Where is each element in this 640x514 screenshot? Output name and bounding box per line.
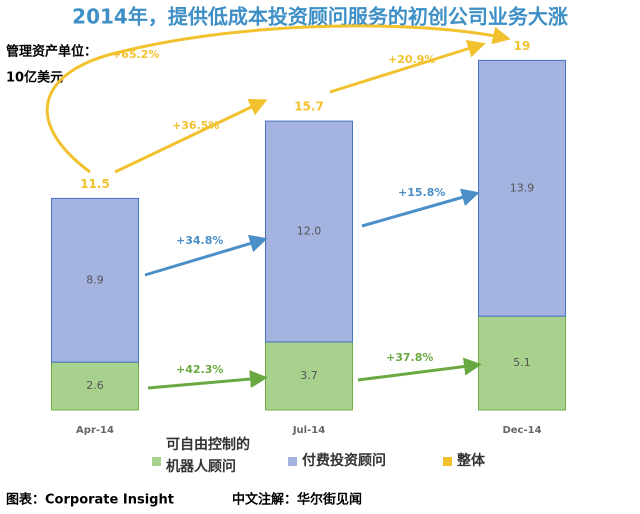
annotation: +34.8% [176,234,223,247]
unit-label: 10亿美元 [6,70,63,86]
annotation: +15.8% [398,186,445,199]
legend-label: 可自由控制的机器人顾问 [166,437,250,475]
bar [265,120,353,343]
chart-title: 2014年，提供低成本投资顾问服务的初创公司业务大涨 [72,5,568,29]
annotation: +20.9% [388,53,435,66]
x-tick-label: Jul-14 [292,425,325,436]
annotation: +36.5% [172,119,219,132]
arrow [329,39,486,94]
value-label: 8.9 [86,273,104,286]
annotation: +42.3% [176,363,223,376]
legend-label: 整体 [457,453,485,469]
legend-swatch [152,457,161,466]
value-label: 12.0 [297,225,322,238]
total-label: 11.5 [80,177,110,191]
value-label: 2.6 [86,379,104,392]
value-label: 3.7 [300,369,318,382]
bar [478,315,566,411]
annotation: +65.2% [112,48,159,61]
legend-swatch [288,457,297,466]
arrow [45,24,511,174]
source: 图表：Corporate Insight [6,492,174,508]
value-label: 5.1 [513,356,531,369]
bar [51,197,139,363]
bar [51,361,139,411]
total-label: 15.7 [294,100,324,114]
total-label: 19 [514,39,531,53]
arrow [357,357,482,382]
legend-label: 付费投资顾问 [302,453,386,469]
arrow [144,234,268,277]
arrow [147,370,268,390]
arrow [361,188,480,228]
x-tick-label: Apr-14 [76,425,114,436]
source: 中文注解：华尔街见闻 [232,492,362,508]
x-tick-label: Dec-14 [502,425,541,436]
legend-swatch [443,457,452,466]
annotation: +37.8% [386,351,433,364]
arrow [114,99,268,174]
value-label: 13.9 [510,181,535,194]
unit-label: 管理资产单位： [6,44,97,60]
bar [478,59,566,317]
